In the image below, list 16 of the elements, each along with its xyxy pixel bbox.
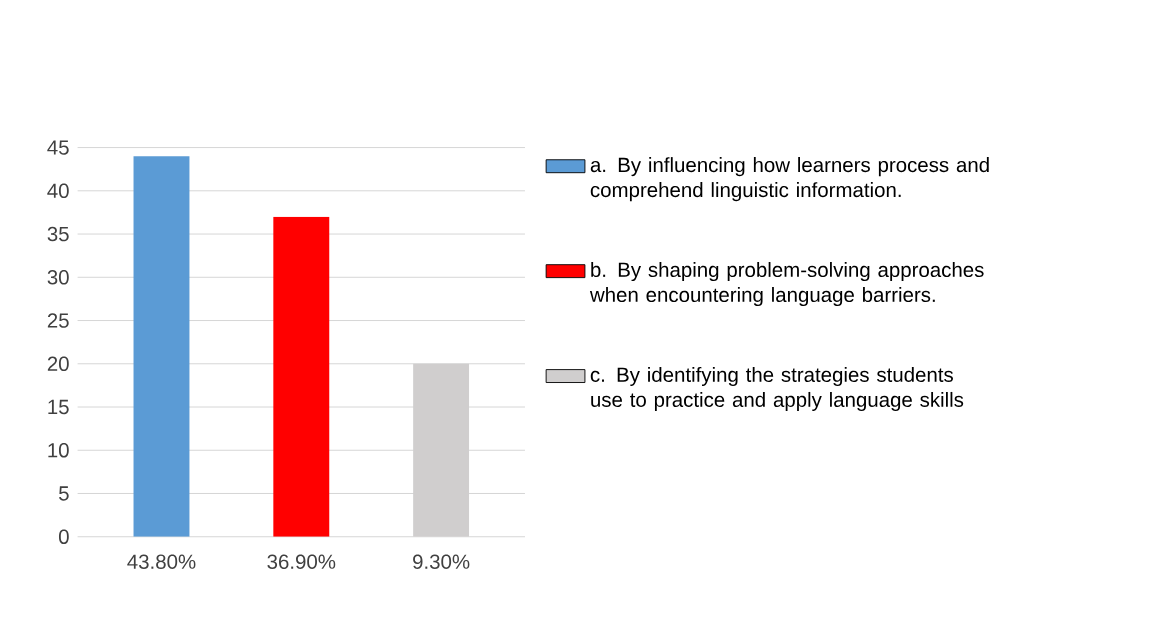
x-tick-label: 36.90% xyxy=(267,554,336,570)
y-tick-label: 15 xyxy=(48,399,69,415)
legend-label: b. By shaping problem-solving approaches when encountering language barriers. xyxy=(589,262,984,307)
legend-label: a. By influencing how learners process and comprehend linguistic information. xyxy=(590,157,989,202)
x-tick-label: 9.30% xyxy=(413,554,470,570)
legend-label: c. By identifying the strategies students use to practice and apply language skills xyxy=(590,367,964,412)
y-tick-label: 5 xyxy=(59,486,69,501)
y-tick-label: 40 xyxy=(47,183,69,199)
y-tick-label: 0 xyxy=(58,529,69,545)
y-tick-label: 35 xyxy=(47,226,69,242)
y-tick-label: 45 xyxy=(47,140,69,155)
y-tick-label: 30 xyxy=(47,270,69,285)
x-tick-label: 43.80% xyxy=(127,554,196,570)
y-tick-label: 25 xyxy=(47,313,69,328)
y-tick-label: 10 xyxy=(48,443,69,458)
y-tick-label: 20 xyxy=(47,356,69,372)
